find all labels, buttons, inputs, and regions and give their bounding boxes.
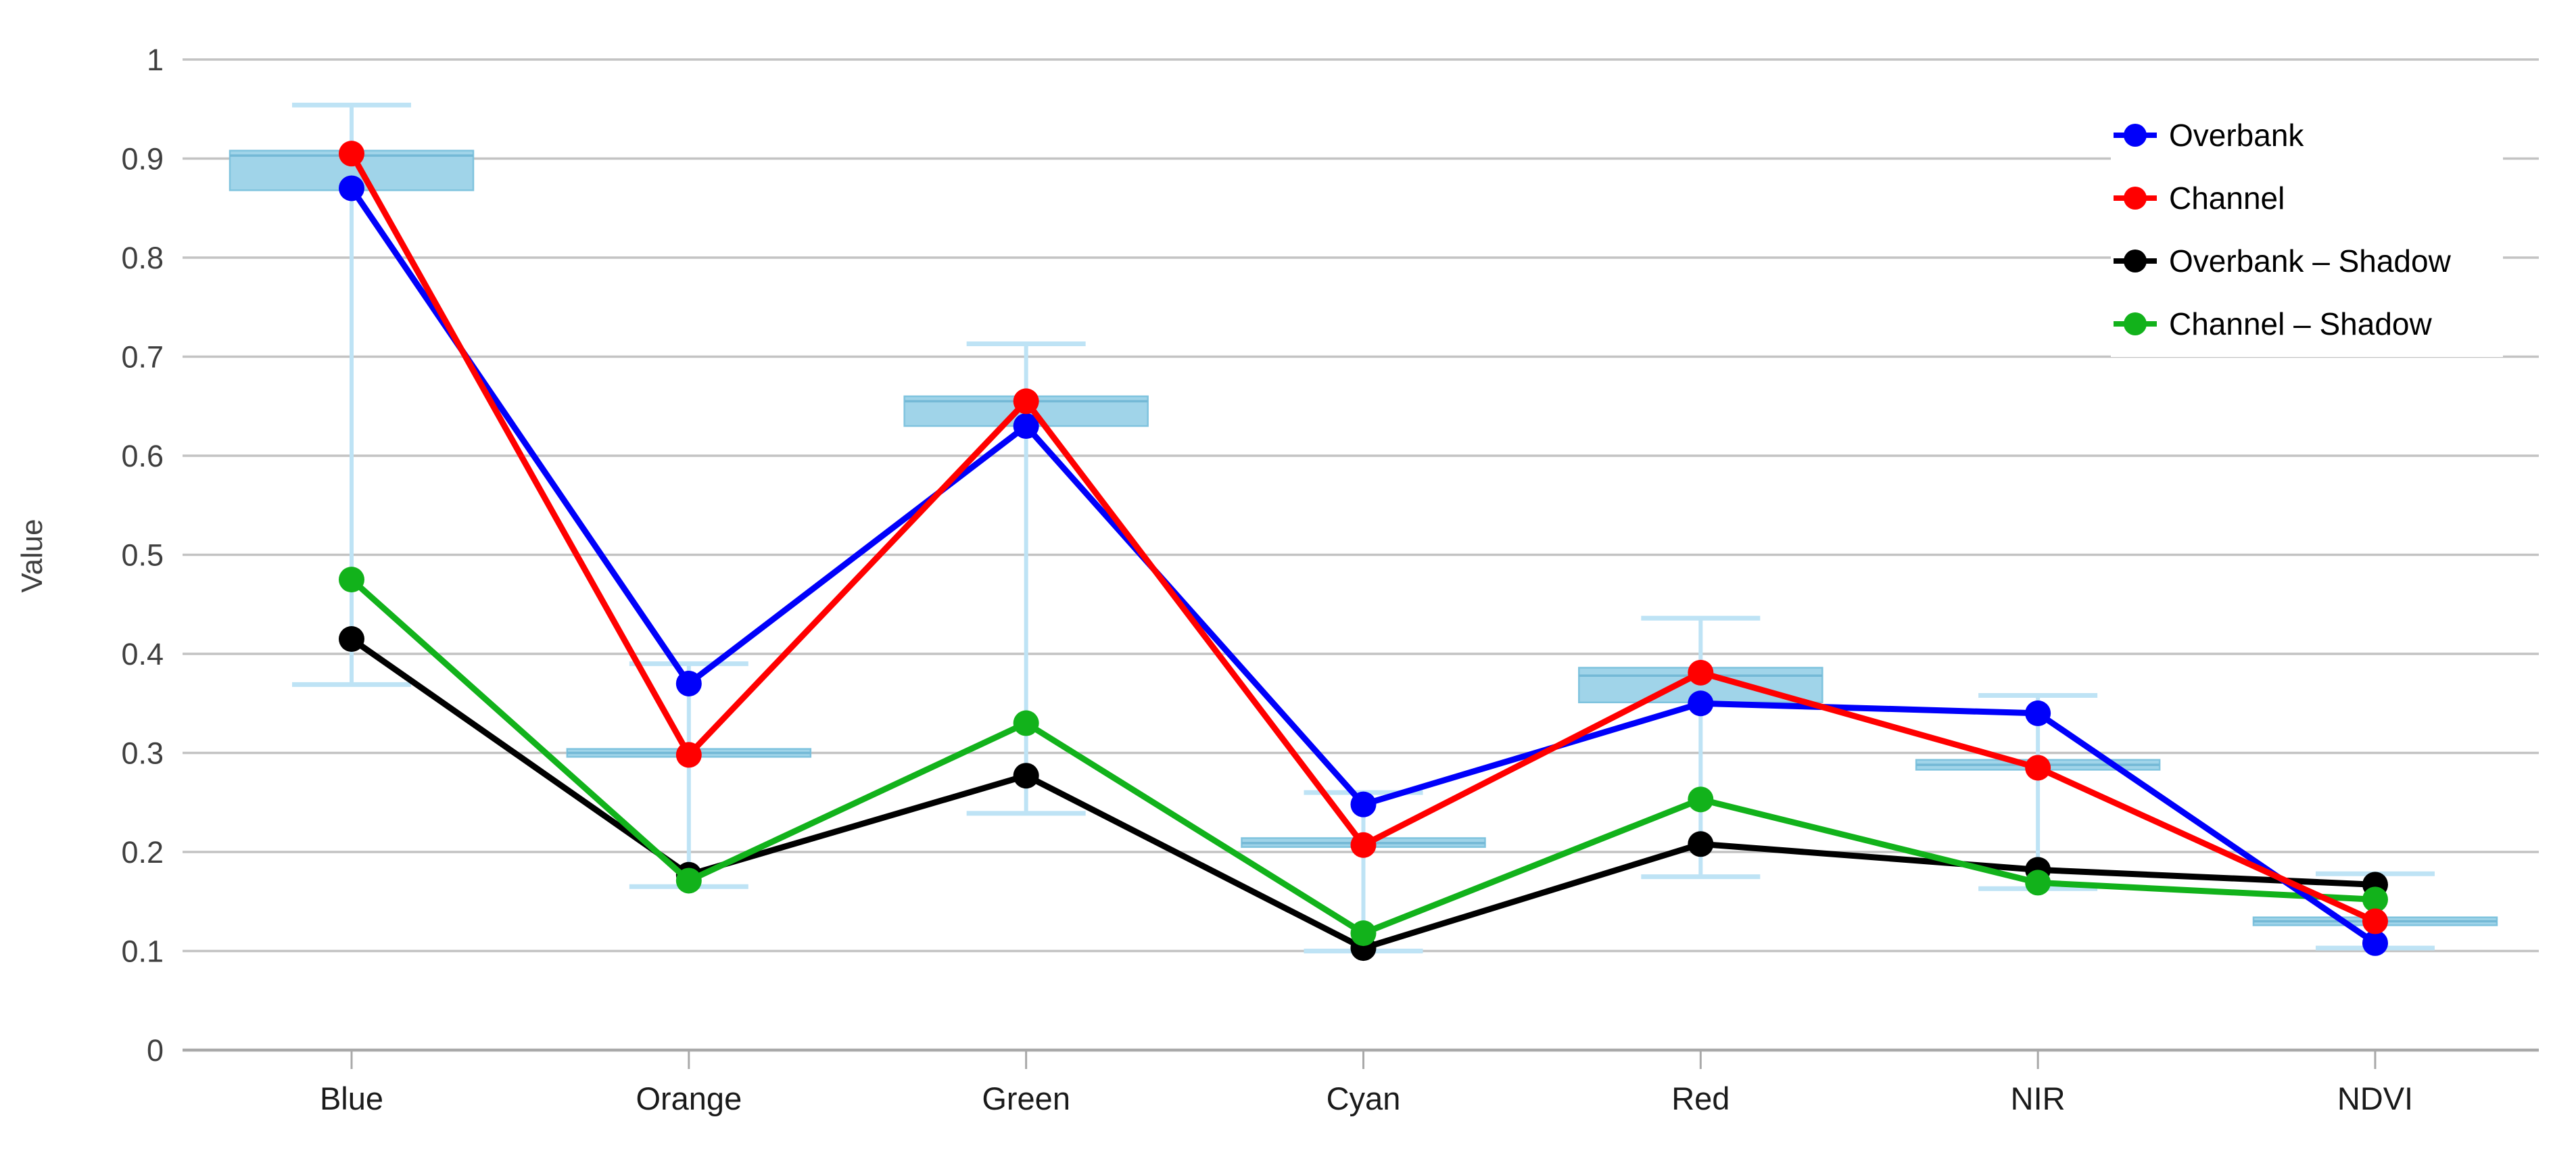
legend-background	[2111, 110, 2503, 357]
legend: Overbank Channel Overbank – Shadow Channel …	[2114, 118, 2452, 341]
x-tick-label-green: Green	[982, 1081, 1070, 1116]
x-tick-label-cyan: Cyan	[1327, 1081, 1401, 1116]
point-overbank-shadow-red	[1688, 831, 1714, 857]
y-tick-label: 0.9	[121, 142, 164, 176]
point-channel-ndvi	[2362, 908, 2388, 934]
point-overbank-cyan	[1350, 791, 1377, 817]
point-channel-shadow-orange	[675, 868, 702, 894]
point-channel-cyan	[1350, 832, 1377, 858]
legend-label: Overbank	[2169, 118, 2304, 153]
legend-item-channel: Channel	[2114, 181, 2285, 216]
series-group	[339, 141, 2388, 962]
legend-label: Channel – Shadow	[2169, 306, 2433, 341]
point-channel-nir	[2025, 755, 2051, 781]
y-axis-group: 0 0.1 0.2 0.3 0.4 0.5 0.6 0.7 0.8 0.9 1 Value	[16, 43, 164, 1068]
point-channel-red	[1688, 659, 1714, 686]
y-tick-label: 0.5	[121, 538, 164, 573]
legend-item-overbank-shadow: Overbank – Shadow	[2114, 243, 2452, 279]
y-tick-label: 0.3	[121, 736, 164, 771]
legend-item-overbank: Overbank	[2114, 118, 2304, 153]
point-channel-shadow-cyan	[1350, 920, 1377, 947]
x-axis-group: Blue Orange Green Cyan Red NIR NDVI	[183, 1048, 2539, 1116]
point-overbank-blue	[339, 175, 364, 201]
point-overbank-green	[1013, 413, 1039, 440]
x-tick-label-blue: Blue	[320, 1081, 383, 1116]
point-overbank-orange	[675, 670, 702, 696]
legend-marker-dot	[2124, 250, 2147, 272]
x-tick-label-ndvi: NDVI	[2337, 1081, 2413, 1116]
legend-marker-dot	[2124, 187, 2147, 210]
point-channel-shadow-red	[1688, 786, 1714, 813]
point-overbank-nir	[2025, 700, 2051, 726]
point-overbank-ndvi	[2362, 930, 2388, 956]
x-tick-label-nir: NIR	[2011, 1081, 2066, 1116]
y-tick-label: 0.1	[121, 934, 164, 969]
y-tick-label: 0.8	[121, 241, 164, 275]
point-overbank-red	[1688, 690, 1714, 717]
x-tick-label-orange: Orange	[636, 1081, 742, 1116]
point-channel-shadow-green	[1013, 710, 1039, 736]
y-tick-label: 0	[147, 1033, 164, 1068]
point-channel-shadow-nir	[2025, 870, 2051, 896]
point-channel-blue	[339, 141, 364, 167]
point-channel-green	[1013, 388, 1039, 414]
legend-marker-dot	[2124, 124, 2147, 147]
y-tick-label: 1	[147, 43, 164, 77]
y-axis-title: Value	[16, 519, 49, 592]
point-channel-shadow-ndvi	[2362, 886, 2388, 913]
legend-label: Overbank – Shadow	[2169, 243, 2452, 279]
legend-marker-dot	[2124, 312, 2147, 335]
legend-item-channel-shadow: Channel – Shadow	[2114, 306, 2433, 341]
y-tick-label: 0.7	[121, 340, 164, 375]
point-overbank-shadow-green	[1013, 763, 1039, 789]
point-overbank-shadow-blue	[339, 626, 364, 652]
x-tick-label-red: Red	[1671, 1081, 1730, 1116]
y-tick-label: 0.2	[121, 835, 164, 870]
legend-label: Channel	[2169, 181, 2285, 216]
y-tick-label: 0.6	[121, 439, 164, 473]
point-channel-shadow-blue	[339, 567, 364, 593]
y-tick-label: 0.4	[121, 637, 164, 671]
point-channel-orange	[675, 742, 702, 768]
